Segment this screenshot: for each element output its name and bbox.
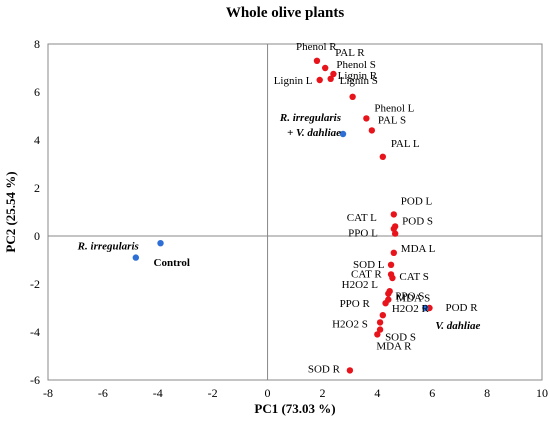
loading-point [363, 115, 370, 122]
point-label: Lignin L [274, 75, 313, 87]
plot-frame [47, 43, 543, 381]
y-tick-label: 0 [34, 229, 40, 243]
y-tick-label: 6 [34, 85, 40, 99]
score-point [132, 254, 140, 261]
loading-point [376, 319, 384, 326]
point-label: PAL S [378, 114, 406, 126]
loading-point [387, 261, 395, 268]
point-label: PPO S [395, 291, 424, 303]
point-label: PAL L [391, 138, 420, 150]
point-label: Lignin R [338, 70, 378, 82]
x-tick-label: -6 [98, 386, 108, 400]
x-tick-label: 10 [536, 386, 548, 400]
x-tick-label: 4 [374, 386, 380, 400]
point-label: CAT R [351, 268, 382, 280]
loading-point [321, 64, 329, 72]
y-tick-label: 2 [34, 181, 40, 195]
point-label: MDA R [376, 340, 412, 352]
loading-point [374, 331, 381, 338]
point-label: CAT S [399, 271, 428, 283]
point-label: H2O2 L [342, 279, 379, 291]
y-axis-title: PC2 (25.54 %) [3, 171, 18, 252]
point-label: POD R [445, 302, 478, 314]
loading-point [316, 76, 323, 84]
loading-point [389, 274, 396, 282]
loading-point [390, 249, 397, 256]
y-tick-label: 4 [34, 133, 40, 147]
loading-point [382, 300, 389, 307]
point-label: R. irregularis + V. dahliae [279, 112, 341, 139]
point-label: SOD L [353, 259, 385, 271]
point-label: SOD S [385, 332, 416, 344]
y-tick-label: -4 [30, 325, 40, 339]
point-label: Phenol L [374, 102, 414, 114]
x-axis-title: PC1 (73.03 %) [254, 401, 335, 416]
point-label: V. dahliae [435, 320, 480, 332]
x-tick-label: 6 [429, 386, 435, 400]
point-label: H2O2 R [392, 303, 430, 315]
loading-point [390, 211, 397, 218]
loading-point [385, 290, 392, 297]
point-label: PAL R [335, 47, 365, 59]
point-label: Lignin S [340, 75, 378, 87]
loading-point [368, 127, 376, 134]
x-tick-label: -2 [208, 386, 218, 400]
point-label: POD S [402, 215, 433, 227]
point-label: R. irregularis [77, 241, 139, 253]
point-label: CAT L [347, 212, 377, 224]
axes-group [48, 44, 542, 380]
point-label: Phenol R [296, 41, 337, 53]
y-tick-label: -6 [30, 373, 40, 387]
point-label: H2O2 S [332, 318, 368, 330]
loading-point [379, 312, 387, 319]
y-tick-label: 8 [34, 37, 40, 51]
point-label: PPO R [340, 298, 371, 310]
point-label: MDA L [401, 243, 436, 255]
loading-point [330, 70, 337, 78]
loading-point [346, 367, 354, 374]
point-label: POD L [401, 195, 433, 207]
point-label: Phenol S [336, 59, 375, 71]
loading-point [349, 93, 356, 101]
score-point [157, 240, 164, 247]
x-tick-label: 2 [319, 386, 325, 400]
point-label: Control [154, 257, 190, 269]
data-points-group [132, 57, 433, 374]
y-tick-label: -2 [30, 277, 40, 291]
chart-title: Whole olive plants [226, 5, 345, 21]
loading-point [391, 230, 399, 237]
x-tick-label: 0 [265, 386, 271, 400]
point-label: PPO L [348, 228, 378, 240]
x-tick-label: -4 [153, 386, 163, 400]
x-tick-label: -8 [43, 386, 53, 400]
score-point [422, 304, 429, 312]
loading-point [390, 225, 397, 232]
loading-point [376, 326, 384, 333]
loading-point [379, 153, 387, 160]
x-tick-label: 8 [484, 386, 490, 400]
loading-point [327, 75, 334, 83]
point-label: MDA S [396, 293, 430, 305]
loading-point [313, 57, 321, 64]
score-point [339, 130, 347, 138]
point-label: SOD R [308, 363, 341, 375]
